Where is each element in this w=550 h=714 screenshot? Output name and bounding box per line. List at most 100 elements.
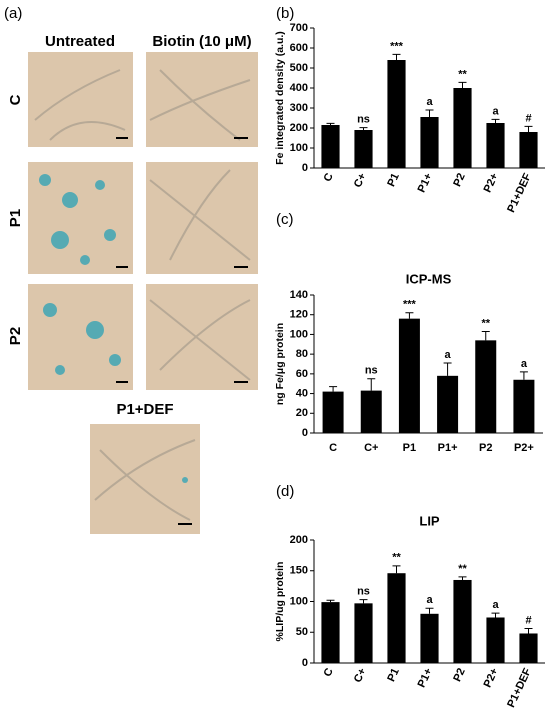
x-tick-label: P1+ [438,442,458,454]
annotation: *** [390,40,404,52]
cell [149,69,251,141]
y-tick-label: 100 [290,595,308,607]
x-tick-label: C+ [352,666,369,684]
annotation: a [521,358,528,370]
y-tick-label: 0 [302,427,308,439]
y-tick-label: 120 [290,309,308,321]
error-bar [329,386,338,392]
x-tick-label: P2 [479,442,492,454]
row-label: P2 [7,327,24,345]
x-tick-label: P2 [451,171,468,188]
y-tick-label: 400 [290,82,308,94]
row-label: C [7,94,24,105]
panel-label: (a) [4,5,22,22]
bar [453,88,472,168]
y-tick-label: 150 [290,565,308,577]
bar [437,375,459,433]
bar [321,602,340,663]
image-title: P1+DEF [116,401,173,418]
cell-texture [34,69,251,521]
x-tick-label: P1 [385,171,402,188]
error-bar [392,53,401,60]
y-tick-label: 300 [290,102,308,114]
x-tick-label: P2+ [482,666,501,689]
error-bar [491,118,500,123]
micrograph [146,162,258,274]
bar [486,123,505,168]
micrograph [28,52,133,147]
error-bar [481,330,490,341]
x-tick-label: P1 [403,442,416,454]
panel-label: (b) [276,5,294,22]
scale-bars [116,137,248,525]
y-tick-label: 60 [296,368,308,380]
annotation: ns [365,365,378,377]
bar [420,117,439,168]
stain [62,192,78,208]
stain [55,365,65,375]
y-tick-label: 200 [290,122,308,134]
error-bar [359,599,368,604]
error-bar [519,371,528,380]
x-tick-label: P2+ [482,171,501,194]
micrograph [28,284,133,390]
y-tick-label: 700 [290,22,308,34]
y-axis-label: %LIP/ug protein [274,562,286,642]
bar [420,613,439,663]
bar [360,390,382,433]
column-title: Untreated [45,33,115,50]
panel-label: (c) [276,211,294,228]
annotation: ** [392,552,401,564]
x-tick-label: P2+ [514,442,534,454]
y-tick-label: 100 [290,142,308,154]
y-axis-label: ng Fe/μg protein [274,323,286,405]
bar [475,340,497,433]
chart-title: ICP-MS [406,271,452,286]
x-tick-label: C+ [364,442,378,454]
chart-title: LIP [419,513,440,528]
error-bar [425,607,434,614]
bar [322,391,344,433]
stain [51,231,69,249]
y-tick-label: 140 [290,289,308,301]
cell [149,299,251,381]
cell [94,439,196,521]
bar [387,60,406,168]
x-tick-label: C [329,442,337,454]
y-tick-label: 20 [296,407,308,419]
annotation: ** [458,563,467,575]
error-bar [405,312,414,319]
x-tick-label: C [322,666,336,678]
y-tick-label: 600 [290,42,308,54]
panel-label: (d) [276,483,294,500]
annotation: a [426,594,433,606]
annotation: # [525,112,531,124]
y-axis-label: Fe integrated density (a.u.) [274,31,286,165]
bar [453,579,472,663]
x-tick-label: P1 [385,666,402,683]
error-bar [326,599,335,603]
annotation: ** [458,68,467,80]
annotation: # [525,614,531,626]
error-bar [425,109,434,117]
error-bar [443,362,452,376]
stain [95,180,105,190]
x-tick-label: P2 [451,666,468,683]
annotation: a [426,96,433,108]
x-tick-label: P1+DEF [505,171,534,214]
bar [486,617,505,663]
cell [149,169,251,261]
stain [86,321,104,339]
micrograph-images [28,52,258,534]
annotation: a [445,349,452,361]
error-bar [326,122,335,125]
y-tick-label: 100 [290,328,308,340]
iron-staining [39,174,188,483]
annotation: a [492,599,499,611]
bar [321,125,340,168]
stain [39,174,51,186]
bar [519,132,538,168]
y-tick-label: 40 [296,387,308,399]
error-bar [491,612,500,618]
